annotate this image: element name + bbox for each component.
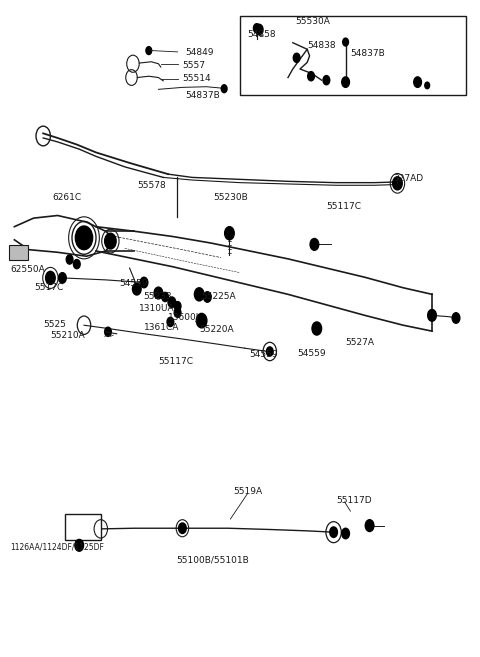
Text: 55210A: 55210A [50,330,85,340]
Circle shape [154,287,163,299]
Text: 55100B/55101B: 55100B/55101B [177,555,250,564]
Circle shape [414,77,421,87]
Circle shape [204,292,211,302]
Text: 54858: 54858 [247,30,276,39]
Text: 54559: 54559 [119,279,148,288]
Circle shape [105,327,111,336]
Circle shape [75,226,93,250]
Circle shape [66,255,73,264]
Circle shape [425,82,430,89]
Circle shape [343,38,348,46]
Text: 5517C: 5517C [35,283,64,292]
Circle shape [308,72,314,81]
Text: 13600J: 13600J [168,313,199,323]
Text: 6261C: 6261C [53,193,82,202]
Text: 55230B: 55230B [214,193,248,202]
Circle shape [255,24,263,35]
Text: 62550A: 62550A [11,265,45,274]
Text: 5525: 5525 [43,320,66,329]
Text: 54838: 54838 [307,41,336,51]
Text: 5527A: 5527A [346,338,374,348]
Text: 55514: 55514 [182,74,211,83]
Circle shape [323,76,330,85]
Bar [240,16,466,95]
Circle shape [342,77,349,87]
Circle shape [393,177,402,190]
Circle shape [179,523,186,533]
Text: 55233: 55233 [143,292,172,301]
Circle shape [105,233,116,249]
Circle shape [174,308,181,317]
Text: 327AD: 327AD [394,174,424,183]
Circle shape [452,313,460,323]
Text: 54837B: 54837B [185,91,219,100]
Text: 55117C: 55117C [326,202,361,212]
Text: 1126AA/1124DF/1125DF: 1126AA/1124DF/1125DF [11,542,105,551]
Circle shape [253,24,260,33]
Circle shape [312,322,322,335]
Text: 55225A: 55225A [202,292,236,301]
Polygon shape [14,215,115,256]
Circle shape [174,302,181,311]
Circle shape [196,313,207,328]
Circle shape [46,271,55,284]
Text: 55578: 55578 [137,181,166,190]
Circle shape [225,227,234,240]
Circle shape [428,309,436,321]
Circle shape [365,520,374,532]
Text: 1361CA: 1361CA [144,323,180,332]
Circle shape [132,283,141,295]
Bar [65,514,101,540]
Text: 5519A: 5519A [233,487,262,496]
Circle shape [140,277,148,288]
Text: 55117C: 55117C [158,357,193,366]
Circle shape [75,539,84,551]
Text: 55220A: 55220A [199,325,234,334]
Circle shape [266,347,273,356]
Text: 54849: 54849 [185,48,213,57]
Circle shape [168,297,176,307]
Circle shape [146,47,152,55]
Text: 54559: 54559 [250,350,278,359]
Circle shape [342,528,349,539]
Circle shape [167,317,174,327]
Text: 54559: 54559 [298,349,326,358]
Circle shape [59,273,66,283]
Circle shape [73,260,80,269]
Bar [9,245,28,260]
Text: 5557: 5557 [182,61,205,70]
Circle shape [293,53,300,62]
Circle shape [194,288,204,301]
Text: 55117D: 55117D [336,496,372,505]
Circle shape [162,292,168,302]
Text: 55530A: 55530A [295,16,330,26]
Circle shape [221,85,227,93]
Circle shape [310,238,319,250]
Text: 1310UA: 1310UA [139,304,175,313]
Circle shape [330,527,337,537]
Text: 54837B: 54837B [350,49,385,58]
